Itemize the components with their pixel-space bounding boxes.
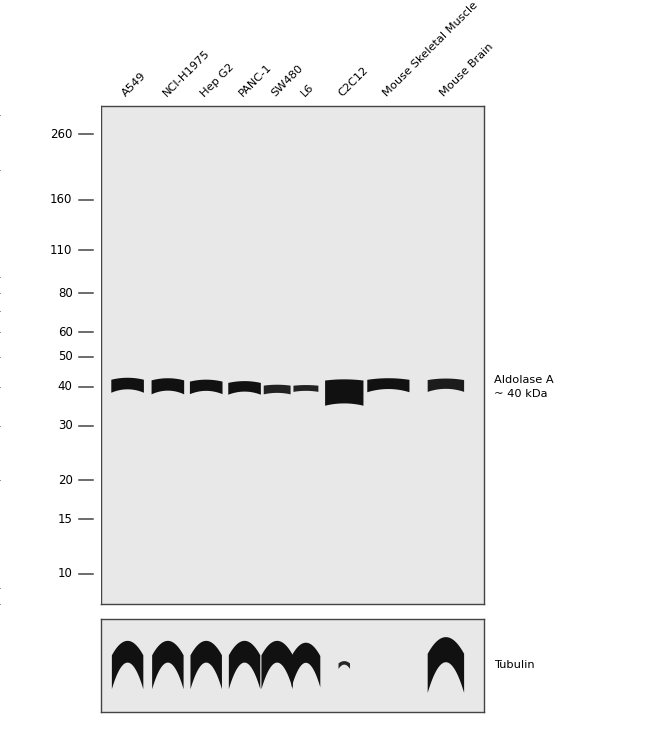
Polygon shape: [325, 379, 363, 406]
Polygon shape: [152, 640, 183, 690]
Text: 30: 30: [58, 419, 73, 432]
Polygon shape: [428, 378, 464, 392]
Polygon shape: [428, 637, 464, 693]
Text: 10: 10: [58, 567, 73, 580]
Text: 15: 15: [58, 512, 73, 526]
Text: PANC-1: PANC-1: [237, 62, 274, 99]
Polygon shape: [111, 378, 144, 393]
Text: 110: 110: [50, 244, 73, 257]
Text: 260: 260: [50, 127, 73, 141]
Polygon shape: [293, 385, 318, 392]
Text: Mouse Skeletal Muscle: Mouse Skeletal Muscle: [382, 0, 480, 99]
Text: 160: 160: [50, 193, 73, 206]
Polygon shape: [151, 378, 184, 395]
Text: Mouse Brain: Mouse Brain: [439, 42, 496, 99]
Text: Aldolase A
~ 40 kDa: Aldolase A ~ 40 kDa: [494, 375, 553, 399]
Polygon shape: [112, 640, 143, 690]
Text: C2C12: C2C12: [337, 65, 370, 99]
Polygon shape: [261, 640, 293, 690]
Text: Hep G2: Hep G2: [199, 61, 236, 99]
Text: 80: 80: [58, 287, 73, 299]
Text: 20: 20: [58, 474, 73, 487]
Text: 60: 60: [58, 326, 73, 338]
Polygon shape: [292, 643, 320, 687]
Polygon shape: [190, 640, 222, 690]
Polygon shape: [229, 640, 260, 690]
Polygon shape: [367, 378, 410, 392]
Polygon shape: [339, 661, 350, 669]
Polygon shape: [264, 385, 291, 395]
Text: L6: L6: [299, 82, 315, 99]
Polygon shape: [228, 381, 261, 395]
Text: Tubulin: Tubulin: [494, 660, 534, 670]
Text: 50: 50: [58, 350, 73, 363]
Text: 40: 40: [58, 380, 73, 393]
Text: A549: A549: [120, 71, 148, 99]
Text: NCI-H1975: NCI-H1975: [161, 48, 211, 99]
Polygon shape: [190, 380, 222, 395]
Text: SW480: SW480: [270, 63, 306, 99]
